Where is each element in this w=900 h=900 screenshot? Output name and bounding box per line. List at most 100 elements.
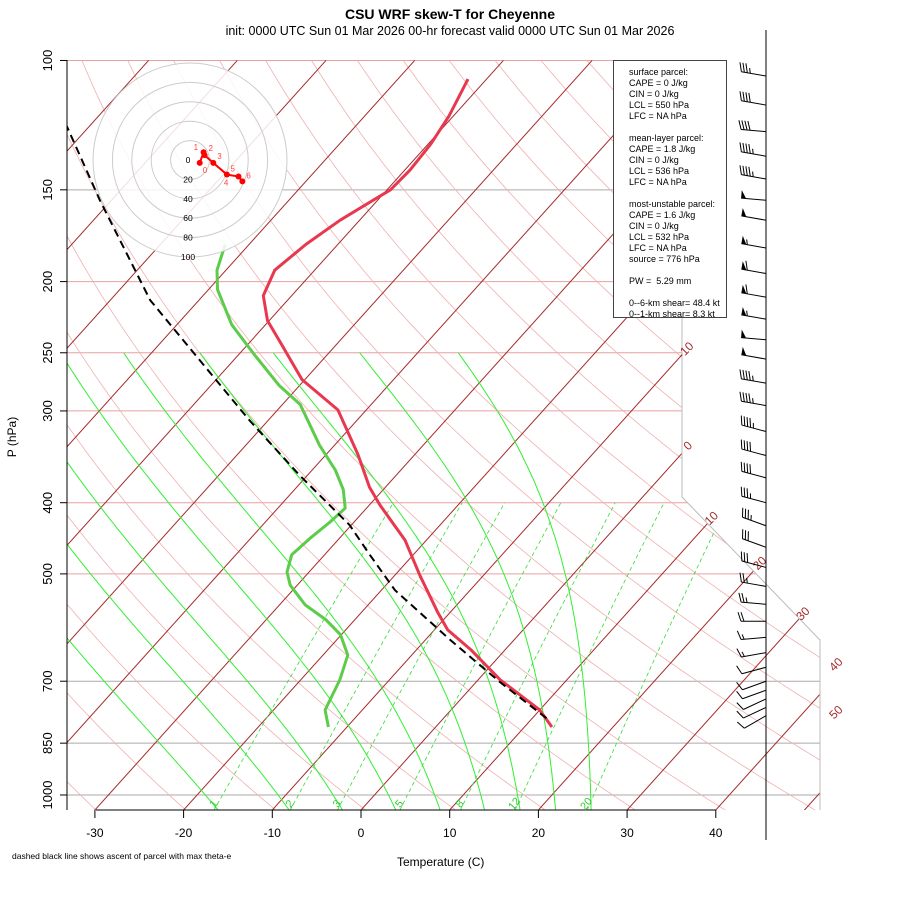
wind-barb [742, 507, 767, 527]
x-tick-label: 20 [532, 826, 546, 840]
wind-barb-shaft [741, 151, 767, 157]
mixing-ratio-line [336, 502, 506, 810]
wind-barb [740, 439, 767, 456]
moist-adiabat-line [272, 352, 521, 810]
wind-barb-full [748, 393, 751, 403]
wind-barb-half [752, 171, 754, 177]
moist-adiabat-line [67, 352, 397, 810]
footnote: dashed black line shows ascent of parcel… [12, 851, 232, 861]
wind-barb [742, 529, 767, 548]
surface-cin: CIN = 0 J/kg [629, 89, 679, 99]
wind-barb-full [748, 143, 751, 154]
wind-barbs [736, 30, 767, 840]
dewpoint-line [215, 243, 350, 728]
sounding-curves [67, 78, 554, 728]
wind-barb-shaft [741, 378, 767, 384]
wind-barb-shaft [741, 636, 767, 640]
mu-cin: CIN = 0 J/kg [629, 221, 679, 231]
mu-cape: CAPE = 1.6 J/kg [629, 210, 696, 220]
wind-barb-full [740, 486, 743, 497]
mixing-ratio-label: 8 [454, 798, 467, 810]
hodograph-point-label: 3 [217, 152, 222, 161]
wind-barb [739, 62, 767, 77]
wind-barb-full [740, 461, 743, 472]
wind-barb-full [738, 120, 742, 130]
hodograph-point-label: 5 [231, 164, 236, 173]
dry-adiabat-line [67, 60, 637, 810]
mixing-ratio-line [213, 502, 394, 810]
hodograph-point [201, 152, 208, 159]
wind-barb-shaft [741, 666, 767, 675]
wind-barb-half [752, 375, 754, 381]
wind-barb-shaft [741, 424, 767, 433]
mixing-ratio-line [514, 502, 665, 810]
wind-barb-full [744, 120, 748, 131]
hodograph-point [196, 159, 203, 166]
hodograph-ring [111, 81, 269, 239]
wind-barb-full [742, 142, 745, 153]
wind-barb [736, 665, 767, 675]
mean-cape: CAPE = 1.8 J/kg [629, 144, 696, 154]
wind-barb-full [742, 392, 745, 402]
hodograph-ring-label: 100 [181, 252, 195, 262]
wind-barb [741, 346, 767, 360]
wind-barb-shaft [741, 268, 767, 275]
wind-barb-full [742, 62, 745, 73]
wind-barb-full [743, 462, 746, 473]
wind-barb-full [746, 463, 749, 473]
wind-barb-full [740, 612, 745, 622]
hodograph-ring-label: 60 [183, 213, 193, 223]
dry-adiabat-line [67, 60, 367, 810]
moist-adiabat-line [67, 352, 219, 810]
chart-subtitle: init: 0000 UTC Sun 01 Mar 2026 00-hr for… [225, 24, 675, 38]
hodograph-point-label: 1 [194, 143, 199, 152]
isotherm-label: 0 [680, 438, 695, 453]
isotherm-line [271, 60, 820, 810]
shear-0-1km: 0--1-km shear= 8.3 kt [629, 309, 715, 319]
wind-barb-shaft [742, 680, 767, 691]
wind-barb-shaft [741, 560, 767, 568]
wind-barb-shaft [742, 516, 767, 527]
isotherm-line [67, 60, 593, 810]
wind-barb-shaft [744, 715, 767, 729]
isotherm-line [893, 60, 900, 810]
wind-barb-full [743, 440, 746, 450]
wind-barb-half [752, 398, 754, 404]
wind-barb-flag [741, 346, 747, 356]
dry-adiabat-line [219, 60, 820, 810]
dry-adiabat-line [67, 60, 457, 810]
wind-barb-full [736, 710, 744, 719]
x-tick-label: -10 [264, 826, 282, 840]
wind-barb-full [736, 665, 743, 674]
wind-barb [736, 698, 767, 710]
wind-barb-full [745, 92, 748, 102]
wind-barb-full [745, 370, 748, 380]
wind-barb [739, 91, 767, 106]
wind-barb-full [736, 721, 745, 729]
dry-adiabat-line [724, 60, 820, 810]
surface-lcl: LCL = 550 hPa [629, 100, 689, 110]
wind-barb [739, 369, 767, 384]
wind-barb-shaft [741, 100, 767, 106]
parcel-ascent-line [67, 84, 548, 719]
mixing-ratio-line [289, 502, 463, 810]
hodograph-ring [131, 101, 249, 219]
mu-lcl: LCL = 532 hPa [629, 232, 689, 242]
mean-lcl: LCL = 536 hPa [629, 166, 689, 176]
wind-barb-full [739, 142, 742, 152]
hodograph-point-label: 6 [246, 171, 251, 180]
dry-adiabat-line [127, 60, 820, 810]
hodograph-point-label: 2 [209, 144, 214, 153]
wind-barb-full [743, 552, 746, 562]
y-tick-label: 250 [40, 342, 55, 364]
parcel-info-box: surface parcel: CAPE = 0 J/kg CIN = 0 J/… [613, 60, 727, 319]
wind-barb-full [745, 166, 748, 176]
dry-adiabat-line [265, 60, 820, 810]
wind-barb [741, 190, 767, 201]
wind-barb-full [745, 260, 748, 271]
wind-barb-shaft [741, 128, 767, 133]
wind-barb-full [749, 417, 752, 428]
wind-barb-shaft [742, 689, 767, 700]
wind-barb-shaft [741, 71, 767, 77]
moist-adiabat-line [67, 352, 344, 810]
